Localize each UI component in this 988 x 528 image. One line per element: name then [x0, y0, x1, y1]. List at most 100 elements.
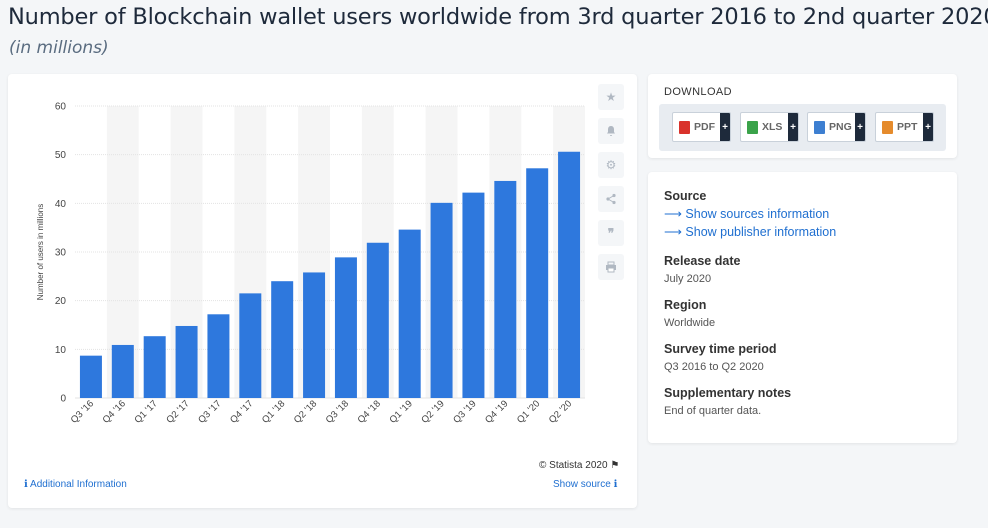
x-tick-label: Q2 '18: [292, 398, 319, 425]
bar[interactable]: [175, 325, 198, 398]
y-tick-label: 30: [55, 248, 67, 259]
page-subtitle: (in millions): [9, 38, 109, 58]
region-value: Worldwide: [664, 317, 716, 329]
plus-icon: +: [923, 113, 933, 141]
x-tick-label: Q1 '18: [260, 398, 287, 425]
bar[interactable]: [398, 229, 421, 398]
release-section: Release date July 2020: [664, 254, 740, 285]
x-tick-label: Q4 '19: [483, 398, 510, 425]
bar[interactable]: [494, 180, 517, 398]
info-icon: ℹ: [613, 479, 618, 490]
download-buttons: PDF + XLS + PNG + PPT +: [659, 104, 946, 151]
period-value: Q3 2016 to Q2 2020: [664, 361, 764, 373]
bar[interactable]: [462, 192, 485, 398]
source-heading: Source: [664, 189, 707, 203]
bar[interactable]: [207, 314, 230, 398]
y-tick-label: 10: [55, 345, 67, 356]
page-title: Number of Blockchain wallet users worldw…: [8, 4, 988, 30]
gear-icon[interactable]: ⚙: [598, 152, 624, 178]
x-tick-label: Q3 '18: [324, 398, 351, 425]
copyright-text: © Statista 2020: [539, 460, 608, 471]
additional-info-link[interactable]: ℹ Additional Information: [24, 479, 127, 490]
chart-toolbar: ★ ⚙ ❞: [598, 84, 624, 288]
x-tick-label: Q1 '17: [132, 398, 159, 425]
region-section: Region Worldwide: [664, 298, 715, 329]
xls-file-icon: [747, 120, 758, 134]
plus-icon: +: [855, 113, 865, 141]
bar[interactable]: [79, 355, 102, 398]
source-section: Source ⟶ Show sources information ⟶ Show…: [664, 189, 836, 239]
download-xls-button[interactable]: XLS +: [740, 112, 799, 142]
download-pdf-button[interactable]: PDF +: [672, 112, 731, 142]
y-axis-label: Number of users in millions: [36, 204, 45, 300]
download-card: DOWNLOAD PDF + XLS + PNG + PPT +: [648, 74, 957, 158]
period-section: Survey time period Q3 2016 to Q2 2020: [664, 342, 777, 373]
bar[interactable]: [271, 281, 294, 398]
plus-icon: +: [720, 113, 730, 141]
png-file-icon: [814, 120, 825, 134]
share-icon[interactable]: [598, 186, 624, 212]
x-tick-label: Q4 '16: [101, 398, 128, 425]
y-tick-label: 0: [60, 394, 66, 405]
download-ppt-button[interactable]: PPT +: [875, 112, 934, 142]
png-label: PNG: [829, 121, 852, 133]
show-sources-link[interactable]: ⟶ Show sources information: [664, 206, 836, 221]
notes-section: Supplementary notes End of quarter data.: [664, 386, 791, 417]
x-tick-label: Q2 '17: [164, 398, 191, 425]
flag-icon: ⚑: [610, 460, 620, 471]
x-tick-label: Q3 '16: [69, 398, 96, 425]
ppt-label: PPT: [897, 121, 918, 133]
bar[interactable]: [366, 242, 389, 398]
copyright-note: © Statista 2020 ⚑: [539, 460, 619, 471]
y-tick-label: 60: [55, 102, 67, 113]
additional-info-label: Additional Information: [30, 479, 127, 490]
x-tick-label: Q2 '19: [419, 398, 446, 425]
print-icon[interactable]: [598, 254, 624, 280]
ppt-file-icon: [882, 120, 893, 134]
arrow-right-icon: ⟶: [664, 225, 682, 239]
arrow-right-icon: ⟶: [664, 207, 682, 221]
notes-heading: Supplementary notes: [664, 386, 792, 400]
region-heading: Region: [664, 298, 707, 312]
bar[interactable]: [303, 272, 326, 398]
bar[interactable]: [430, 202, 453, 398]
show-source-link[interactable]: Show source ℹ: [553, 479, 617, 490]
show-sources-label: Show sources information: [685, 207, 830, 221]
chart-card: 0 10 20 30 40 50 60 Q3 '16 Q4 '16 Q1 '17 Q2 '17 Q3 …: [8, 74, 637, 508]
show-publisher-label: Show publisher information: [685, 225, 837, 239]
plus-icon: +: [788, 113, 798, 141]
release-heading: Release date: [664, 254, 741, 268]
bar[interactable]: [239, 293, 262, 398]
x-tick-label: Q3 '17: [196, 398, 223, 425]
pdf-label: PDF: [694, 121, 715, 133]
notes-value: End of quarter data.: [664, 405, 762, 417]
x-tick-label: Q3 '19: [451, 398, 478, 425]
period-heading: Survey time period: [664, 342, 777, 356]
show-source-label: Show source: [553, 479, 611, 490]
x-tick-label: Q1 '20: [515, 398, 542, 425]
pdf-file-icon: [679, 120, 690, 134]
x-tick-label: Q1 '19: [387, 398, 414, 425]
xls-label: XLS: [762, 121, 783, 133]
quote-icon[interactable]: ❞: [598, 220, 624, 246]
release-value: July 2020: [664, 273, 712, 285]
info-card: Source ⟶ Show sources information ⟶ Show…: [648, 172, 957, 443]
bell-icon[interactable]: [598, 118, 624, 144]
download-png-button[interactable]: PNG +: [807, 112, 866, 142]
x-tick-label: Q4 '17: [228, 398, 255, 425]
bar[interactable]: [334, 257, 357, 398]
show-publisher-link[interactable]: ⟶ Show publisher information: [664, 224, 836, 239]
bar[interactable]: [111, 344, 134, 398]
y-tick-label: 20: [55, 296, 67, 307]
bar[interactable]: [143, 336, 166, 398]
download-title: DOWNLOAD: [664, 86, 732, 98]
x-tick-label: Q2 '20: [547, 398, 574, 425]
bar[interactable]: [558, 151, 581, 398]
y-tick-label: 40: [55, 199, 67, 210]
bar[interactable]: [526, 168, 549, 398]
info-icon: ℹ: [24, 479, 28, 490]
y-tick-label: 50: [55, 150, 67, 161]
x-tick-label: Q4 '18: [356, 398, 383, 425]
star-icon[interactable]: ★: [598, 84, 624, 110]
